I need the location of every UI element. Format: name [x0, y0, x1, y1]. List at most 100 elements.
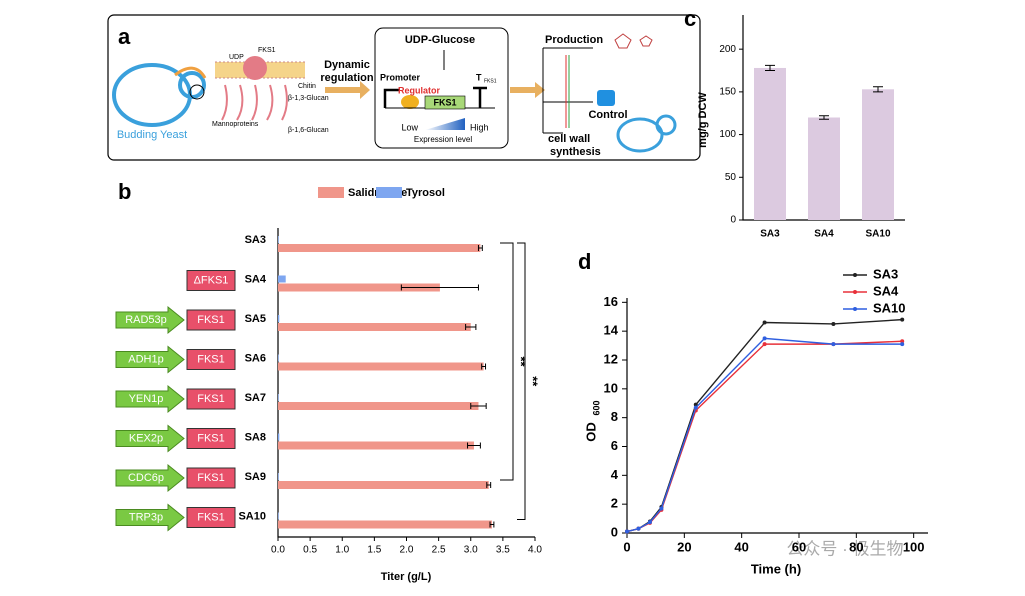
- point: [762, 336, 767, 341]
- bar: [278, 512, 279, 520]
- legend-marker: [853, 290, 857, 294]
- x-tick-label: SA10: [865, 229, 890, 240]
- category-label: SA7: [245, 392, 266, 404]
- error-bar: [400, 284, 479, 291]
- axis: [277, 228, 535, 538]
- significance: **: [526, 376, 541, 387]
- label: regulation: [320, 72, 373, 84]
- promoter-arrow: [115, 305, 185, 335]
- promoter-arrow: [115, 503, 185, 532]
- gene-box: [186, 388, 236, 410]
- wall: [174, 66, 207, 79]
- promoter-label: YEN1p: [129, 393, 164, 405]
- category-label: SA8: [245, 431, 266, 443]
- x-axis-title: Time (h): [751, 561, 801, 576]
- y-tick-label: 150: [719, 87, 736, 98]
- y-tick-label: 12: [604, 351, 618, 366]
- watermark: 公众号 · 极生物: [786, 539, 903, 558]
- point: [647, 520, 652, 525]
- bracket: [500, 242, 514, 481]
- category-label: SA3: [245, 234, 266, 246]
- label: Expression level: [414, 135, 472, 144]
- category-label: SA6: [245, 352, 266, 364]
- legend-label: SA3: [873, 266, 898, 281]
- bar: [278, 354, 279, 362]
- x-tick-label: 4.0: [528, 545, 542, 556]
- label: Budding Yeast: [117, 129, 187, 141]
- x-tick-label: 80: [849, 539, 863, 554]
- x-tick-label: 1.0: [335, 545, 349, 556]
- error-bar: [467, 442, 481, 449]
- bar: [278, 473, 279, 480]
- error-bar: [481, 363, 487, 370]
- gene-box: [186, 309, 236, 331]
- terminator: [473, 86, 487, 108]
- frame: [107, 14, 701, 161]
- arrow: [325, 81, 370, 99]
- label: FKS1: [484, 78, 497, 84]
- molecule: [614, 33, 653, 49]
- x-tick-label: 2.5: [432, 545, 446, 556]
- line: [626, 318, 903, 533]
- promoter-label: RAD53p: [125, 314, 167, 326]
- legend-label: SA4: [873, 283, 899, 298]
- x-tick-label: 0: [623, 539, 630, 554]
- error-bar: [477, 245, 483, 251]
- gene-label: FKS1: [197, 393, 225, 405]
- label: T: [476, 72, 482, 82]
- x-tick-label: 20: [677, 539, 691, 554]
- y-tick-label: 10: [604, 380, 618, 395]
- error-bar: [489, 521, 495, 528]
- y-tick-label: 14: [604, 323, 619, 338]
- error-bar: [765, 64, 775, 72]
- point: [659, 506, 664, 511]
- label: synthesis: [550, 146, 601, 158]
- promoter-label: KEX2p: [129, 432, 163, 444]
- point: [900, 342, 905, 347]
- x-tick-label: 100: [903, 539, 925, 554]
- label: cell wall: [548, 133, 590, 145]
- label: β-1,3-Glucan: [288, 95, 329, 102]
- regulator: [401, 95, 419, 109]
- gene-label: FKS1: [197, 511, 225, 523]
- x-tick-label: 60: [792, 539, 806, 554]
- legend-swatch: [318, 187, 344, 198]
- legend-swatch: [376, 187, 402, 198]
- label: Promoter: [380, 72, 421, 82]
- point: [636, 526, 641, 531]
- significance: **: [514, 356, 529, 367]
- bar: [278, 283, 440, 292]
- gene-label: FKS1: [197, 353, 225, 365]
- x-tick-label: 3.5: [496, 545, 510, 556]
- bar: [278, 362, 484, 371]
- category-label: SA10: [238, 510, 266, 522]
- legend-marker: [853, 307, 857, 311]
- label: Low: [401, 122, 418, 132]
- panel-letter: a: [118, 24, 131, 49]
- branches: [542, 47, 593, 134]
- gene-label: ΔFKS1: [194, 274, 229, 286]
- legend-marker: [853, 273, 857, 277]
- category-label: SA9: [245, 471, 266, 483]
- promoter-arrow: [115, 345, 185, 374]
- bar: [278, 394, 279, 401]
- gene-label: FKS1: [197, 432, 225, 444]
- bar: [278, 244, 481, 252]
- point: [831, 342, 836, 347]
- circuit-box: [374, 27, 509, 149]
- y-tick-label: 0: [730, 215, 736, 226]
- point: [900, 317, 905, 322]
- y-tick-label: 6: [611, 438, 618, 453]
- bar: [278, 315, 280, 322]
- point: [900, 339, 905, 344]
- label: High: [470, 122, 489, 132]
- label: UDP-Glucose: [405, 34, 475, 46]
- x-axis-title: Titer (g/L): [381, 571, 432, 583]
- promoter-label: ADH1p: [128, 353, 163, 365]
- bar: [278, 236, 279, 243]
- x-tick-label: 0.0: [271, 545, 285, 556]
- error-bar: [470, 403, 487, 409]
- promoter-arrow: [115, 384, 185, 414]
- panel-letter: d: [578, 249, 591, 274]
